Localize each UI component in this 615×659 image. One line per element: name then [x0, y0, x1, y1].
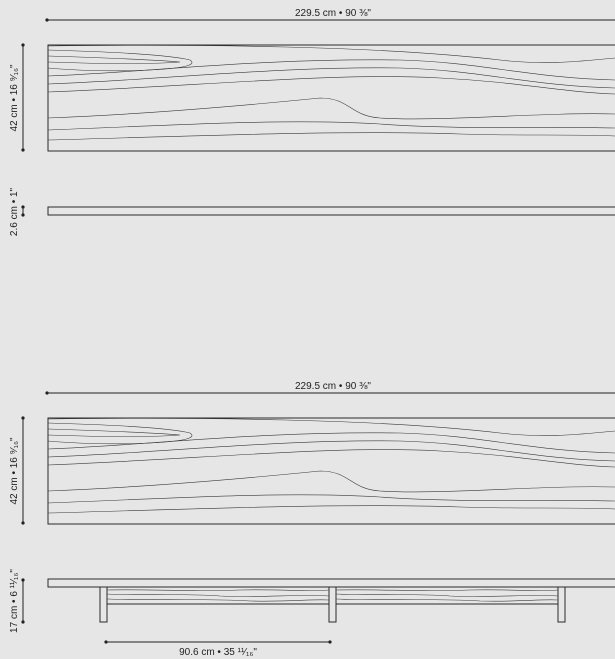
top-view-1: 229.5 cm • 90 ⅜" 42 cm • 16 ⁹⁄₁₆" — [7, 6, 615, 152]
wood-grain — [47, 45, 615, 141]
thickness-label: 2.6 cm • 1" — [9, 187, 20, 236]
tabletop-front — [47, 578, 615, 588]
wood-grain — [47, 418, 615, 514]
leg-spacing-label: 90.6 cm • 35 ¹¹⁄₁₆" — [179, 647, 257, 658]
tabletop-outline — [47, 44, 615, 152]
depth-label: 42 cm • 16 ⁹⁄₁₆" — [9, 437, 20, 505]
leg — [99, 586, 108, 623]
apron-grain — [106, 589, 559, 602]
depth-label: 42 cm • 16 ⁹⁄₁₆" — [9, 64, 20, 132]
height-label: 17 cm • 6 ¹¹⁄₁₆" — [9, 569, 20, 633]
leg — [557, 586, 566, 623]
width-label: 229.5 cm • 90 ⅜" — [295, 381, 371, 392]
tabletop-edge — [47, 206, 615, 216]
top-view-2: 229.5 cm • 90 ⅜" 42 cm • 16 ⁹⁄₁₆" — [7, 379, 615, 525]
dimension-endpoint — [45, 18, 49, 22]
edge-view: 2.6 cm • 1" — [9, 187, 615, 236]
tabletop-outline — [47, 417, 615, 525]
width-label: 229.5 cm • 90 ⅜" — [295, 8, 371, 19]
front-view: 17 cm • 6 ¹¹⁄₁₆" 90.6 cm • 35 ¹¹⁄₁₆" — [7, 562, 615, 658]
leg — [328, 586, 337, 623]
